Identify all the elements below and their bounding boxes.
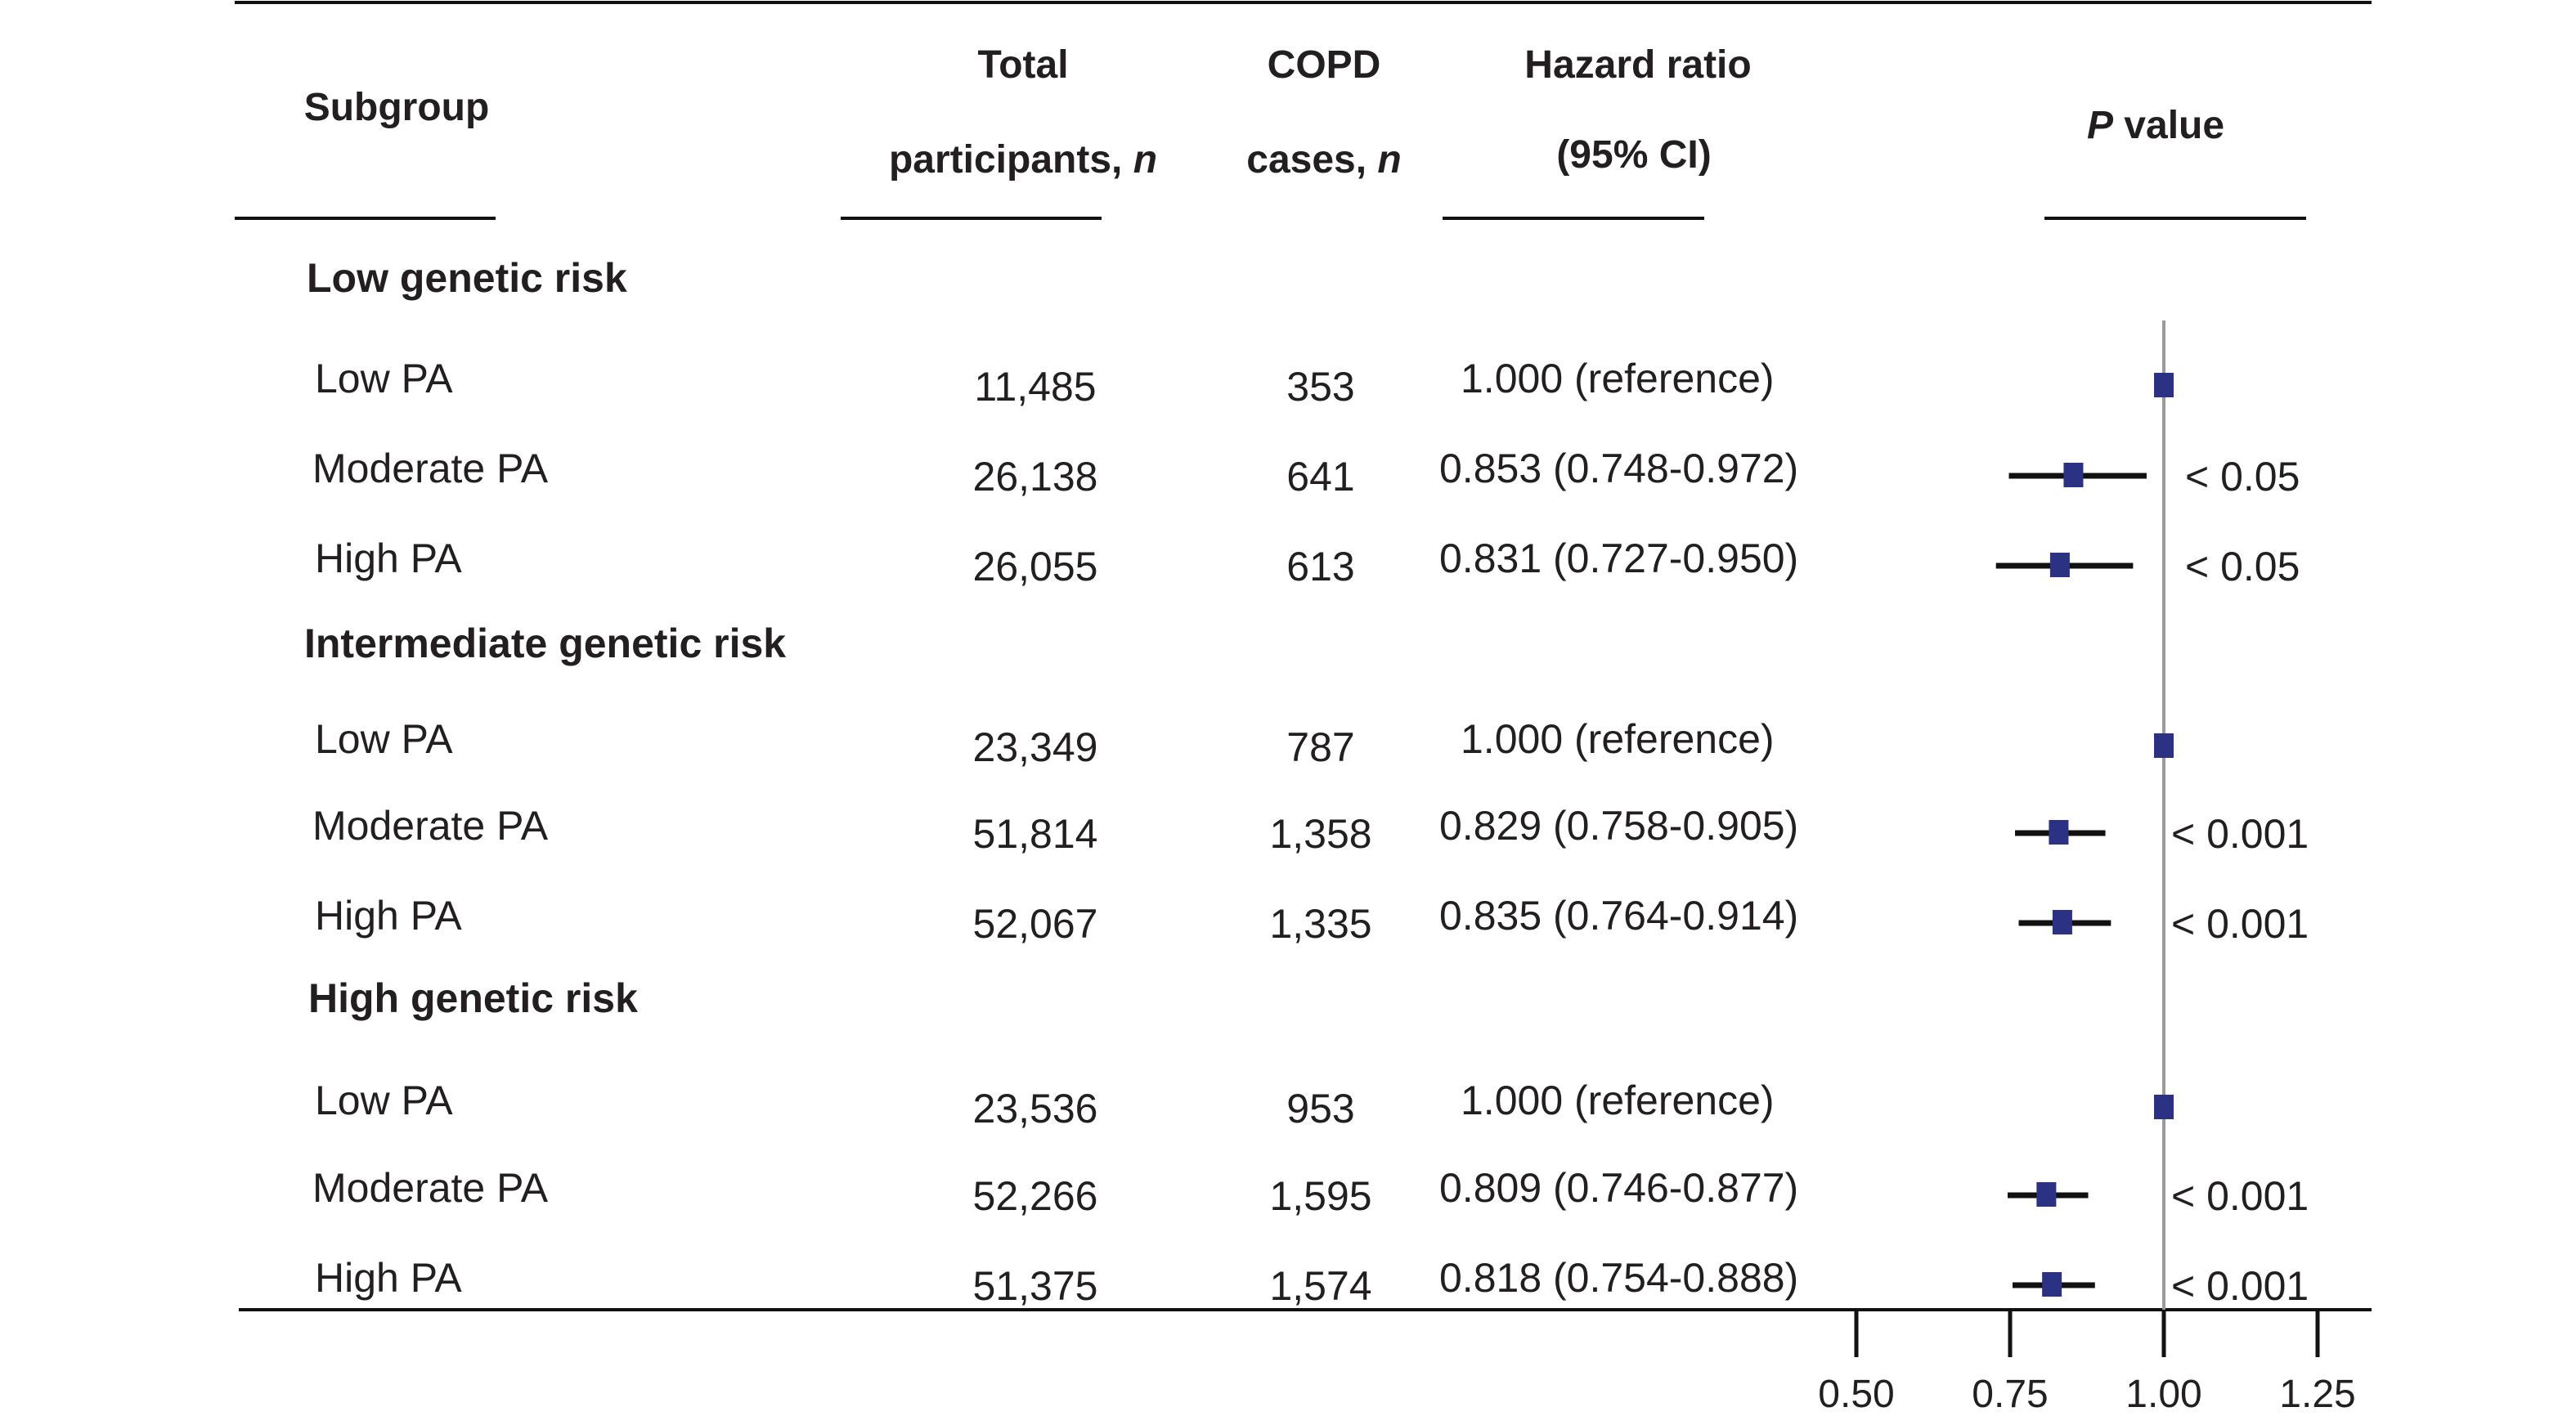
col-header-p-value: P value [2087, 106, 2224, 146]
group-label: Intermediate genetic risk [304, 621, 787, 666]
col-header-total-line2: participants, n [889, 141, 1157, 180]
hazard-ratio-value: 0.831 (0.727-0.950) [1439, 535, 1799, 581]
hazard-ratio-marker [2154, 1095, 2174, 1119]
copd-cases-value: 1,595 [1269, 1173, 1372, 1219]
hazard-ratio-marker [2154, 373, 2174, 397]
copd-cases-value: 641 [1286, 454, 1355, 500]
row-label: Low PA [315, 1078, 453, 1123]
row-label: High PA [315, 535, 462, 581]
hazard-ratio-value: 0.818 (0.754-0.888) [1439, 1255, 1799, 1301]
hazard-ratio-value: 1.000 (reference) [1461, 716, 1775, 762]
col-header-total-line1: Total [977, 43, 1069, 87]
copd-cases-value: 787 [1286, 724, 1355, 770]
row-label: Moderate PA [312, 1165, 549, 1211]
col-header-total-text: participants, [888, 138, 1133, 181]
total-participants-value: 23,536 [972, 1086, 1098, 1131]
hazard-ratio-value: 0.829 (0.758-0.905) [1439, 803, 1799, 849]
hazard-ratio-value: 1.000 (reference) [1461, 356, 1775, 401]
col-header-cases-n: n [1377, 138, 1402, 181]
p-value: < 0.05 [2185, 454, 2300, 500]
hazard-ratio-marker [2063, 463, 2084, 487]
row-label: Low PA [315, 356, 453, 401]
hazard-ratio-marker [2042, 1272, 2062, 1297]
col-header-p-italic: P [2086, 104, 2113, 147]
hazard-ratio-marker [2052, 910, 2072, 934]
col-header-hr-line1: Hazard ratio [1524, 43, 1752, 87]
copd-cases-value: 613 [1286, 544, 1355, 589]
col-header-hr-line2: (95% CI) [1556, 133, 1712, 177]
x-axis-tick-label: 1.25 [2279, 1373, 2356, 1416]
x-axis-tick-label: 0.50 [1818, 1373, 1895, 1416]
row-label: Low PA [315, 716, 453, 762]
hazard-ratio-value: 0.835 (0.764-0.914) [1439, 893, 1799, 939]
total-participants-value: 52,067 [972, 901, 1098, 947]
total-participants-value: 51,814 [972, 811, 1098, 857]
total-participants-value: 51,375 [972, 1263, 1098, 1309]
p-value: < 0.001 [2171, 811, 2309, 857]
hazard-ratio-value: 0.809 (0.746-0.877) [1439, 1165, 1799, 1211]
copd-cases-value: 1,574 [1269, 1263, 1372, 1309]
total-participants-value: 23,349 [972, 724, 1098, 770]
hazard-ratio-marker [2049, 553, 2070, 577]
group-label: High genetic risk [308, 975, 638, 1021]
group-label: Low genetic risk [307, 255, 627, 301]
copd-cases-value: 353 [1286, 364, 1355, 410]
col-header-subgroup: Subgroup [303, 86, 490, 129]
p-value: < 0.05 [2185, 544, 2300, 589]
total-participants-value: 26,055 [972, 544, 1098, 589]
col-header-p-text: value [2112, 104, 2225, 147]
hazard-ratio-marker [2036, 1182, 2057, 1207]
total-participants-value: 11,485 [974, 364, 1097, 410]
total-participants-value: 26,138 [972, 454, 1098, 500]
hazard-ratio-marker [2049, 820, 2069, 845]
total-participants-value: 52,266 [972, 1173, 1098, 1219]
col-header-cases-line2: cases, n [1246, 141, 1401, 180]
row-label: Moderate PA [312, 803, 549, 849]
col-header-cases-text: cases, [1246, 138, 1378, 181]
hazard-ratio-marker [2154, 733, 2174, 758]
x-axis-tick-label: 1.00 [2125, 1373, 2202, 1416]
row-label: High PA [315, 1255, 462, 1301]
p-value: < 0.001 [2171, 1173, 2309, 1219]
x-axis-tick-label: 0.75 [1972, 1373, 2049, 1416]
copd-cases-value: 1,358 [1269, 811, 1372, 857]
copd-cases-value: 953 [1286, 1086, 1355, 1131]
p-value: < 0.001 [2171, 1263, 2309, 1309]
col-header-total-n: n [1133, 138, 1158, 181]
row-label: Moderate PA [312, 446, 549, 491]
p-value: < 0.001 [2171, 901, 2309, 947]
row-label: High PA [315, 893, 462, 939]
col-header-cases-line1: COPD [1267, 43, 1381, 87]
hazard-ratio-value: 0.853 (0.748-0.972) [1439, 446, 1799, 491]
copd-cases-value: 1,335 [1269, 901, 1372, 947]
hazard-ratio-value: 1.000 (reference) [1461, 1078, 1775, 1123]
